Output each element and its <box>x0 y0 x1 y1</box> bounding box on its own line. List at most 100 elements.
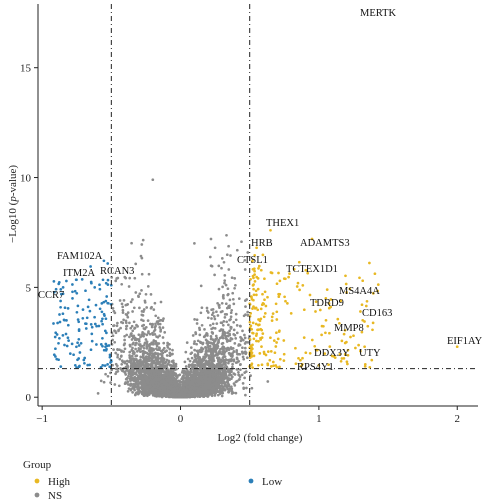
ns-point <box>212 315 216 318</box>
ns-point <box>147 330 150 333</box>
ns-point <box>120 282 124 286</box>
ns-point <box>211 311 215 314</box>
ns-point <box>131 391 134 394</box>
ns-point <box>158 326 162 329</box>
ns-point <box>245 386 248 390</box>
ns-point <box>205 370 208 373</box>
ns-point <box>235 350 238 354</box>
ns-point <box>225 313 229 316</box>
ns-point <box>234 318 238 322</box>
ns-point <box>115 277 119 280</box>
ns-point <box>217 264 221 268</box>
ns-point <box>160 363 163 367</box>
ns-point <box>157 346 161 350</box>
ns-point <box>206 394 210 398</box>
ns-point <box>161 351 165 355</box>
ns-point <box>217 356 221 360</box>
ns-point <box>222 293 225 297</box>
ns-point <box>213 317 217 321</box>
ns-point <box>216 314 220 317</box>
ns-point <box>221 336 225 340</box>
ns-point <box>209 323 212 327</box>
ns-point <box>186 371 190 375</box>
ns-point <box>123 342 127 345</box>
ns-point <box>230 389 234 393</box>
ns-point <box>171 364 175 368</box>
ns-point <box>211 322 215 326</box>
ns-point <box>148 388 152 392</box>
ns-point <box>223 334 227 338</box>
ns-point <box>140 387 144 391</box>
ns-point <box>122 299 126 302</box>
ns-point <box>122 318 125 322</box>
ns-point <box>109 381 112 384</box>
ns-point <box>186 375 190 378</box>
ns-point <box>140 362 143 366</box>
ns-point <box>117 384 121 388</box>
ns-point <box>231 362 234 366</box>
ns-point <box>192 370 195 374</box>
ns-point <box>241 346 244 350</box>
ns-point <box>206 316 210 320</box>
ns-point <box>120 362 124 366</box>
ns-point <box>135 370 139 373</box>
ns-point <box>220 266 223 270</box>
ns-point <box>112 348 115 351</box>
ns-point <box>231 291 235 295</box>
ns-point <box>193 318 196 321</box>
ns-point <box>146 362 149 366</box>
ns-point <box>231 297 235 301</box>
ns-point <box>152 348 155 352</box>
ns-point <box>196 339 200 343</box>
ns-point <box>145 345 149 348</box>
ns-point <box>150 322 153 326</box>
ns-point <box>226 292 230 296</box>
ns-point <box>116 353 120 357</box>
ns-point <box>133 276 137 280</box>
ns-point <box>104 372 107 376</box>
ns-point <box>220 380 224 383</box>
ns-point <box>136 386 139 390</box>
ns-point <box>218 350 222 354</box>
ns-point <box>246 251 250 254</box>
ns-point <box>224 374 228 377</box>
ns-point <box>126 311 130 314</box>
ns-point <box>131 351 135 355</box>
ns-point <box>154 375 158 379</box>
ns-point <box>243 346 247 350</box>
ns-point <box>116 321 119 325</box>
ns-point <box>152 308 156 311</box>
ns-point <box>189 346 193 349</box>
ns-point <box>168 353 172 357</box>
ns-point <box>131 370 135 374</box>
ns-point <box>196 349 200 353</box>
ns-point <box>132 362 136 365</box>
ns-point <box>96 392 100 395</box>
ns-point <box>206 341 210 345</box>
ns-point <box>157 342 161 345</box>
ns-point <box>139 368 143 372</box>
ns-point <box>143 372 146 376</box>
ns-point <box>138 306 141 310</box>
ns-point <box>202 369 206 373</box>
ns-point <box>246 313 250 317</box>
ns-point <box>155 394 158 397</box>
ns-point <box>166 346 170 349</box>
ns-point <box>239 368 242 371</box>
ns-point <box>164 360 168 364</box>
ns-point <box>137 340 141 343</box>
ns-point <box>199 368 202 372</box>
ns-point <box>156 348 159 352</box>
ns-point <box>156 320 159 324</box>
ns-point <box>205 339 209 343</box>
ns-point <box>226 334 230 338</box>
ns-point <box>213 273 216 277</box>
ns-point <box>234 380 238 384</box>
ns-point <box>206 360 210 364</box>
ns-point <box>147 357 151 361</box>
ns-point <box>165 349 168 353</box>
ns-point <box>121 360 125 364</box>
ns-point <box>245 298 249 301</box>
ns-point <box>229 325 233 329</box>
